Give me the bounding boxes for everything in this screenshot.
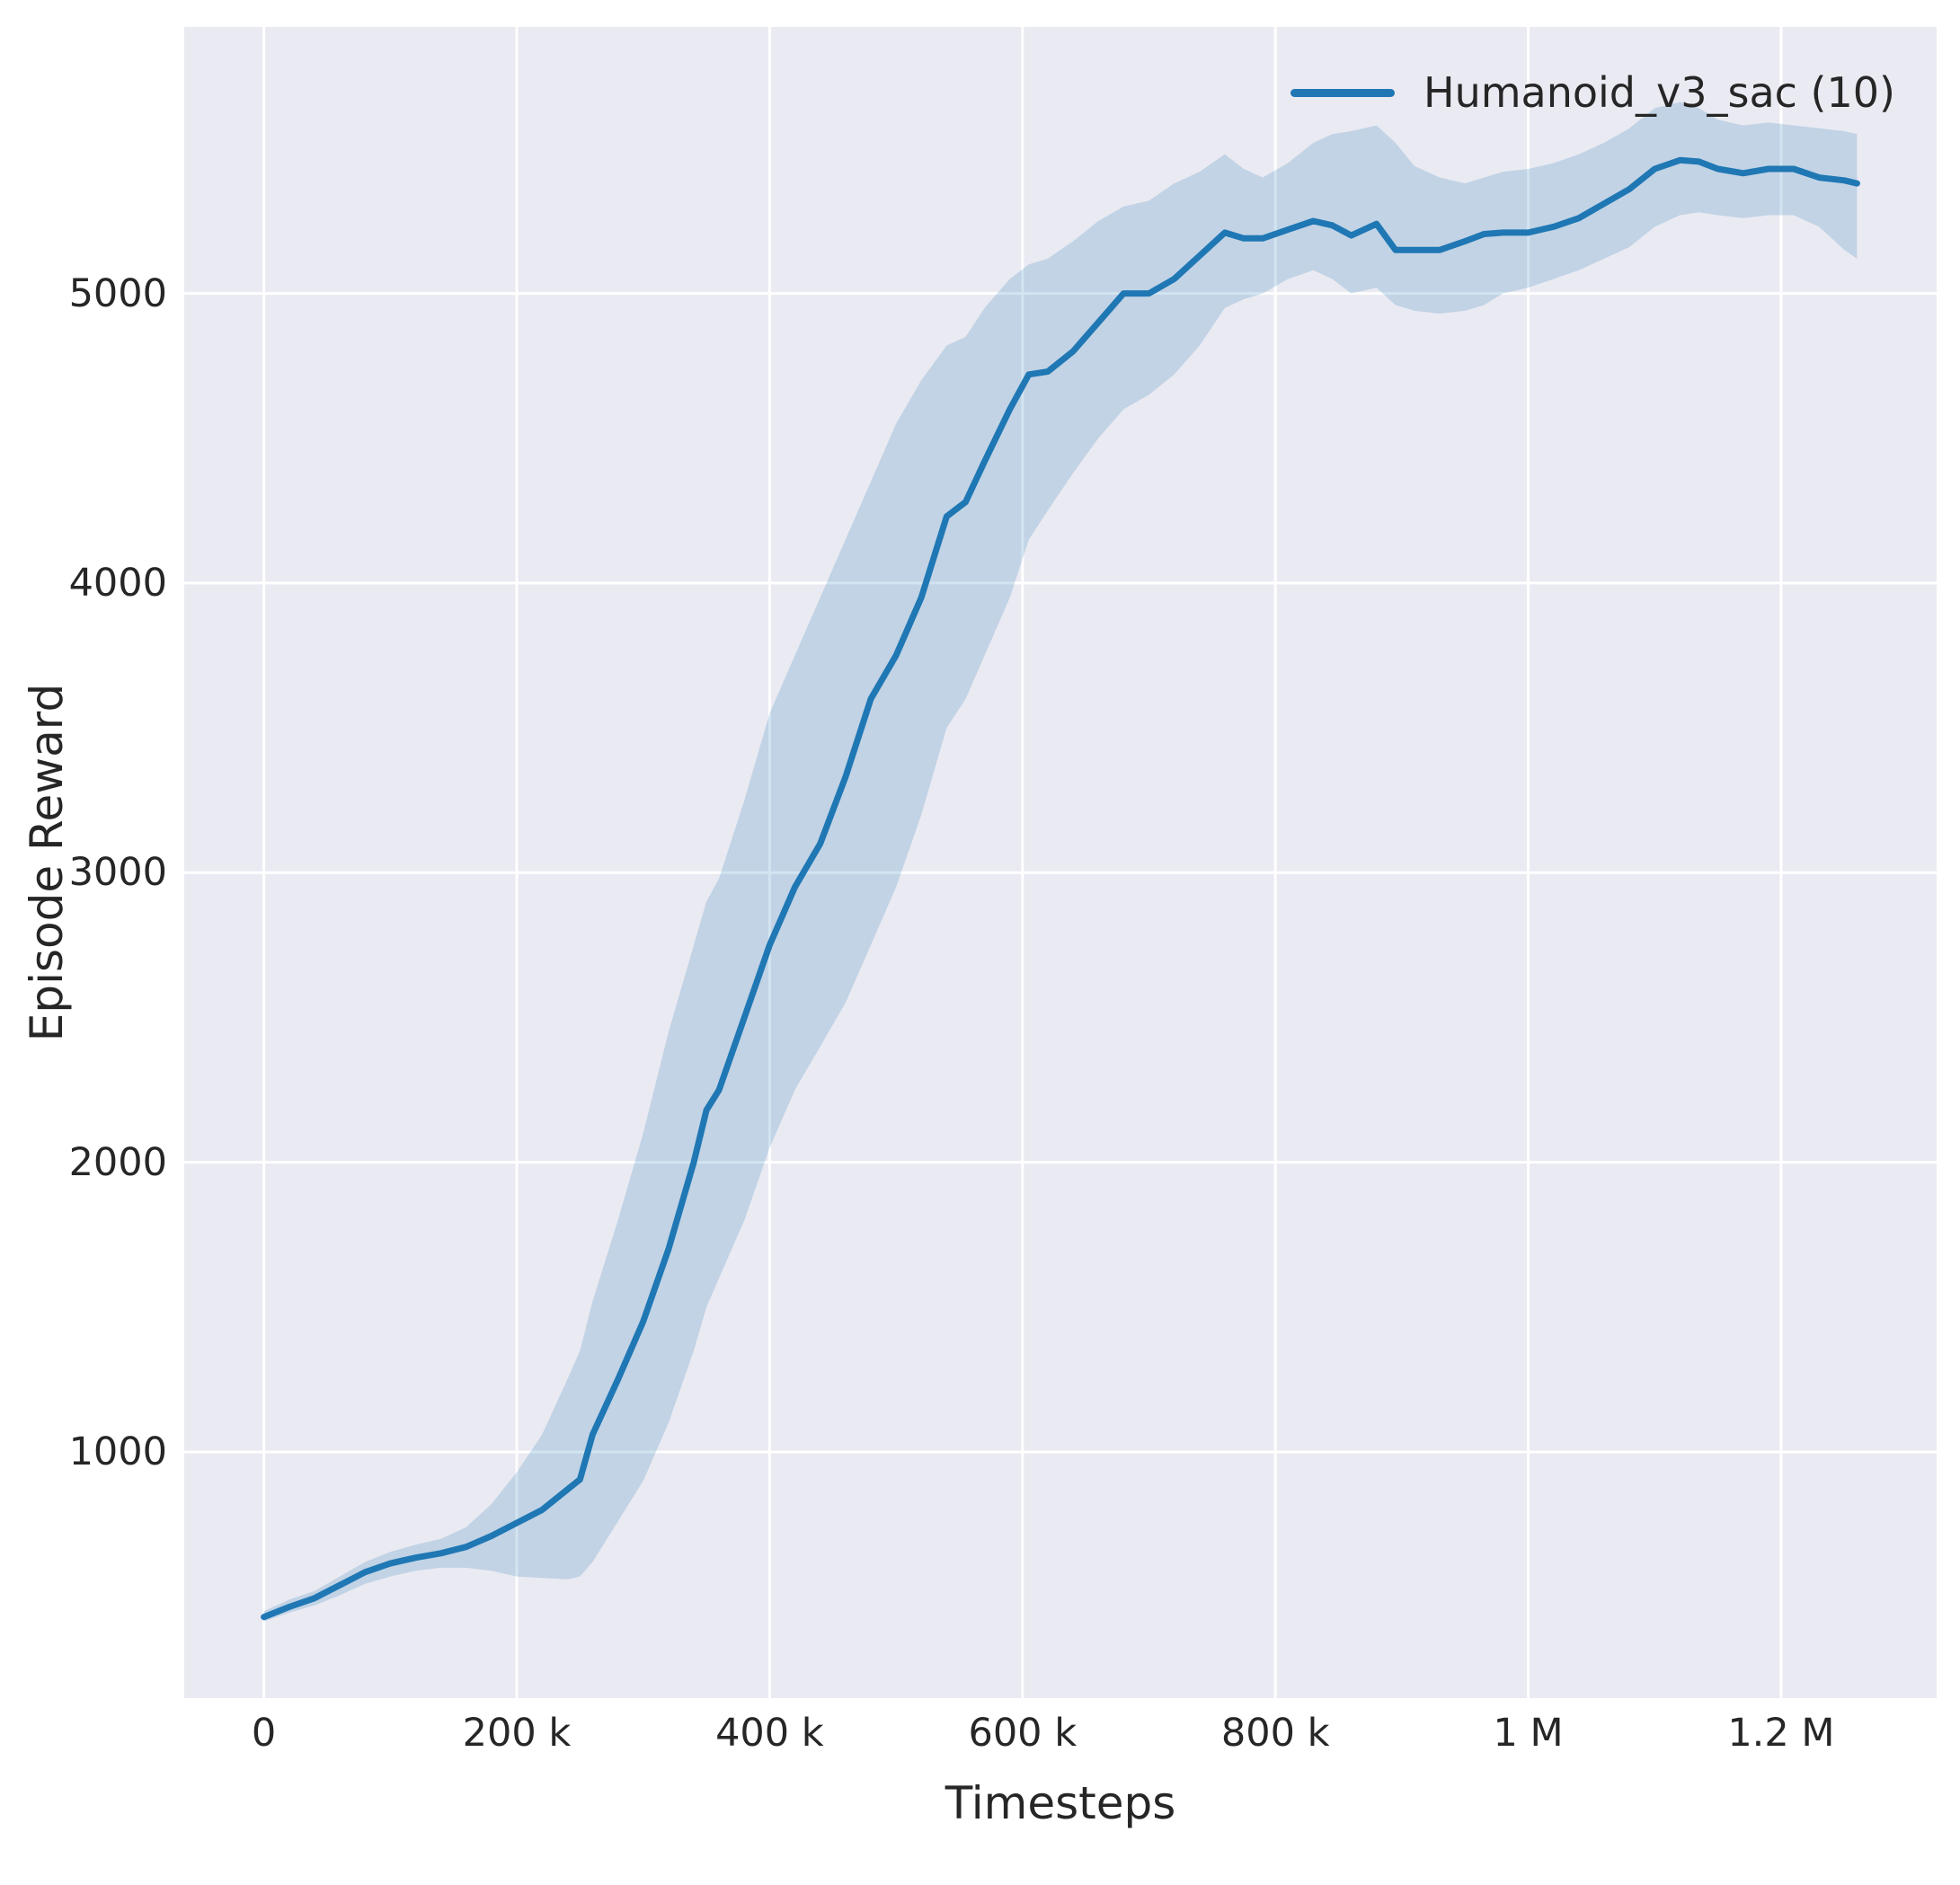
- x-tick-label: 0: [251, 1711, 277, 1756]
- y-tick-label: 5000: [68, 270, 167, 316]
- legend-line-swatch: [1290, 88, 1395, 97]
- x-tick-label: 1 M: [1493, 1711, 1564, 1756]
- y-tick-label: 4000: [68, 560, 167, 606]
- plot-area: [184, 27, 1937, 1698]
- x-tick-label: 400 k: [715, 1711, 824, 1756]
- mean-line: [261, 156, 1860, 1621]
- legend: Humanoid_v3_sac (10): [1290, 68, 1895, 117]
- x-tick-label: 200 k: [462, 1711, 572, 1756]
- y-tick-label: 3000: [68, 850, 167, 896]
- y-tick-label: 2000: [68, 1139, 167, 1185]
- x-tick-label: 1.2 M: [1727, 1711, 1835, 1756]
- confidence-band: [263, 102, 1858, 1622]
- y-tick-label: 1000: [68, 1429, 167, 1474]
- x-axis-label: Timesteps: [945, 1777, 1176, 1829]
- x-tick-label: 600 k: [968, 1711, 1078, 1756]
- x-tick-label: 800 k: [1220, 1711, 1330, 1756]
- legend-label: Humanoid_v3_sac (10): [1423, 68, 1895, 117]
